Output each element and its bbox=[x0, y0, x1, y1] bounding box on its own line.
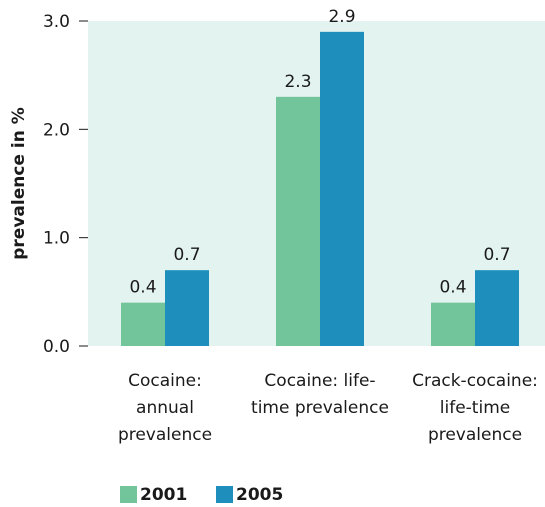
legend-swatch-2001 bbox=[120, 486, 137, 503]
category-label: annual bbox=[136, 398, 194, 418]
y-axis: 0.0 1.0 2.0 3.0 bbox=[43, 12, 88, 357]
legend-swatch-2005 bbox=[216, 486, 233, 503]
data-labels: 0.4 2.3 0.4 0.7 2.9 0.7 bbox=[129, 7, 510, 298]
y-tick-label: 3.0 bbox=[43, 12, 70, 32]
bar-2001-2 bbox=[431, 302, 475, 346]
data-label-2001-2: 0.4 bbox=[439, 278, 466, 298]
legend-label-2001: 2001 bbox=[140, 485, 187, 505]
bar-2001-1 bbox=[276, 96, 320, 346]
category-label: time prevalence bbox=[251, 398, 389, 418]
category-label: life-time bbox=[440, 398, 510, 418]
legend: 2001 2005 bbox=[120, 485, 283, 505]
data-label-2005-0: 0.7 bbox=[173, 245, 200, 265]
y-tick-label: 0.0 bbox=[43, 337, 70, 357]
bar-2005-1 bbox=[320, 31, 364, 346]
y-tick-label: 2.0 bbox=[43, 120, 70, 140]
data-label-2001-0: 0.4 bbox=[129, 278, 156, 298]
bar-2005-2 bbox=[475, 270, 519, 346]
category-label: Cocaine: life- bbox=[264, 371, 375, 391]
bar-2001-0 bbox=[121, 302, 165, 346]
data-label-2001-1: 2.3 bbox=[284, 72, 311, 92]
category-label: prevalence bbox=[118, 425, 212, 445]
category-labels: Cocaine: annual prevalence Cocaine: life-ti… bbox=[118, 371, 538, 445]
data-label-2005-2: 0.7 bbox=[483, 245, 510, 265]
category-label: prevalence bbox=[428, 425, 522, 445]
legend-label-2005: 2005 bbox=[236, 485, 283, 505]
category-label: Cocaine: bbox=[128, 371, 202, 391]
y-tick-label: 1.0 bbox=[43, 229, 70, 249]
bars bbox=[121, 31, 519, 346]
y-axis-label: prevalence in % bbox=[9, 107, 29, 260]
data-label-2005-1: 2.9 bbox=[328, 7, 355, 27]
bar-2005-0 bbox=[165, 270, 209, 346]
category-label: Crack-cocaine: bbox=[412, 371, 538, 391]
